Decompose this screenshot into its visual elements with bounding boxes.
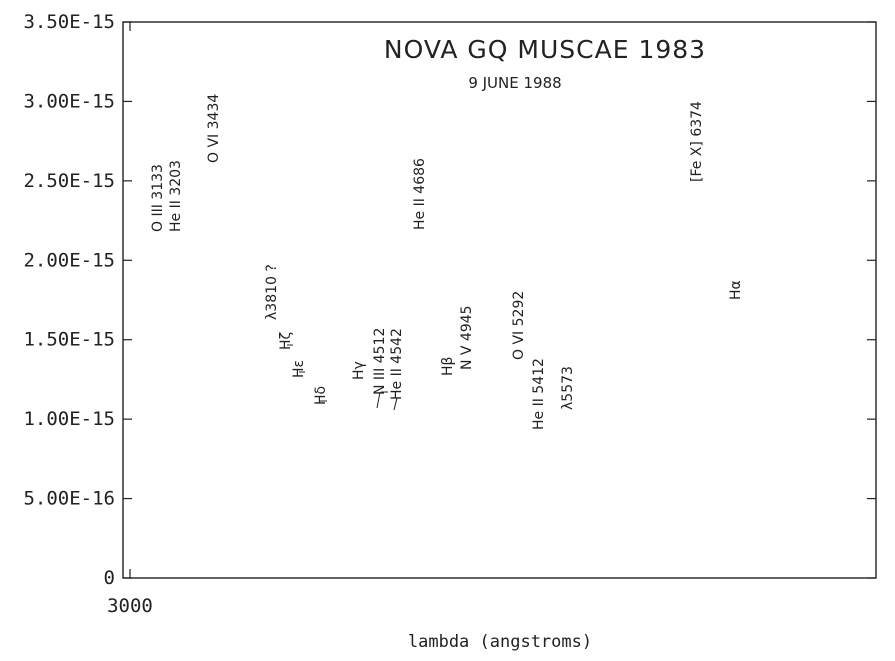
annotation-leader bbox=[393, 397, 398, 411]
line-label: Hγ bbox=[351, 361, 367, 380]
line-label: O III 3133 bbox=[150, 164, 166, 232]
plot-border bbox=[122, 21, 877, 579]
line-label: He II 3203 bbox=[168, 160, 184, 232]
line-label: [Fe X] 6374 bbox=[689, 101, 705, 182]
y-tick-label: 0 bbox=[104, 567, 115, 589]
line-label: He II 4686 bbox=[412, 158, 428, 230]
line-annotations: O III 3133 He II 3203 O VI 3434 λ3810 ? Hζ Hε… bbox=[150, 94, 744, 430]
y-tick-label: 5.00E-16 bbox=[23, 488, 115, 510]
line-label: N III 4512 bbox=[372, 328, 388, 395]
y-tick-label: 1.00E-15 bbox=[23, 408, 115, 430]
y-tick-label: 2.00E-15 bbox=[23, 249, 115, 271]
line-label: O VI 5292 bbox=[511, 291, 527, 360]
line-label: Hα bbox=[728, 280, 744, 300]
line-label: Hδ bbox=[313, 386, 329, 405]
line-label: λ3810 ? bbox=[264, 264, 280, 320]
line-label: Hζ bbox=[278, 332, 294, 350]
chart-subtitle: 9 JUNE 1988 bbox=[468, 74, 561, 92]
x-axis-label: lambda (angstroms) bbox=[408, 632, 592, 652]
y-tick-label: 3.50E-15 bbox=[23, 11, 115, 33]
line-label: He II 5412 bbox=[531, 358, 547, 430]
x-axis: 30004000500060007000 bbox=[107, 22, 153, 617]
line-label: N V 4945 bbox=[459, 305, 475, 370]
line-label: O VI 3434 bbox=[206, 94, 222, 163]
line-label: λ5573 bbox=[560, 366, 576, 410]
y-tick-label: 2.50E-15 bbox=[23, 170, 115, 192]
y-tick-label: 3.00E-15 bbox=[23, 90, 115, 112]
plot-frame bbox=[122, 21, 877, 579]
chart-title: NOVA GQ MUSCAE 1983 bbox=[384, 35, 706, 64]
line-label: Hε bbox=[291, 360, 307, 378]
line-label: Hβ bbox=[440, 357, 456, 376]
y-tick-label: 1.50E-15 bbox=[23, 329, 115, 351]
y-axis: 0 5.00E-16 1.00E-15 1.50E-15 2.00E-15 2.50E-1… bbox=[23, 11, 876, 589]
annotation-leader bbox=[376, 391, 381, 409]
line-label: He II 4542 bbox=[389, 328, 405, 400]
x-tick-label: 3000 bbox=[107, 595, 153, 617]
